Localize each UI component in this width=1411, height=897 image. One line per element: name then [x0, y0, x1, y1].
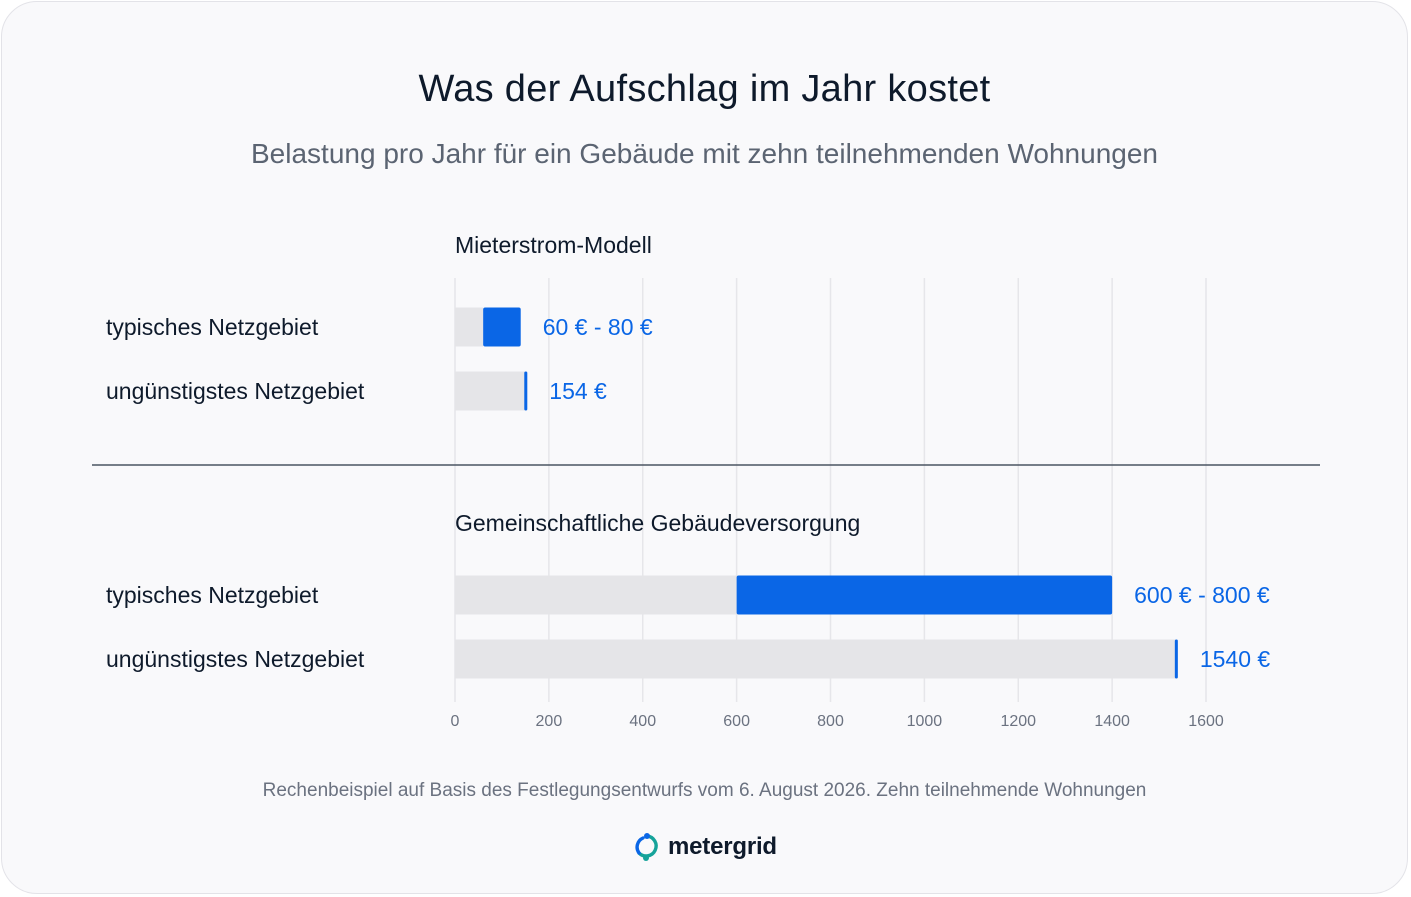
chart-title: Was der Aufschlag im Jahr kostet: [418, 68, 991, 110]
logo-text: metergrid: [668, 833, 777, 860]
row-label: typisches Netzgebiet: [106, 582, 319, 608]
row-label: ungünstigstes Netzgebiet: [106, 646, 365, 672]
value-label: 1540 €: [1200, 646, 1271, 672]
x-tick-label: 1400: [1094, 713, 1130, 730]
x-tick-label: 1600: [1188, 713, 1224, 730]
bar-range: [736, 575, 1113, 615]
x-tick-label: 1000: [907, 713, 943, 730]
chart-subtitle: Belastung pro Jahr für ein Gebäude mit z…: [251, 138, 1158, 169]
bar-base: [455, 639, 1178, 679]
row-label: typisches Netzgebiet: [106, 314, 319, 340]
bar-base: [455, 575, 737, 615]
x-tick-label: 800: [817, 713, 844, 730]
x-tick-label: 200: [536, 713, 563, 730]
metergrid-logo-icon: [635, 833, 658, 861]
bar-range: [483, 307, 521, 347]
value-label: 154 €: [549, 378, 607, 404]
x-tick-label: 400: [629, 713, 656, 730]
x-tick-label: 1200: [1000, 713, 1036, 730]
value-label: 60 € - 80 €: [543, 314, 653, 340]
logo: metergrid: [634, 830, 777, 864]
group-title: Gemeinschaftliche Gebäudeversorgung: [455, 510, 860, 536]
bar-base: [455, 307, 484, 347]
bar-marker: [1174, 639, 1178, 679]
footnote: Rechenbeispiel auf Basis des Festlegungs…: [262, 780, 1147, 801]
bar-base: [455, 371, 528, 411]
group-title: Mieterstrom-Modell: [455, 232, 652, 258]
x-tick-label: 0: [451, 713, 460, 730]
value-label: 600 € - 800 €: [1134, 582, 1270, 608]
bar-marker: [524, 371, 528, 411]
row-label: ungünstigstes Netzgebiet: [106, 378, 365, 404]
x-tick-label: 600: [723, 713, 750, 730]
